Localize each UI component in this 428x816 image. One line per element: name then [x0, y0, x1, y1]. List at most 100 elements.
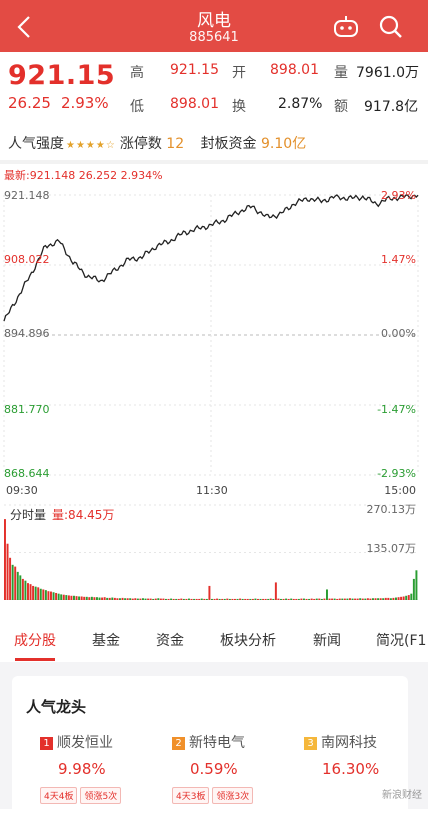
y-left-tick-1: 908.022 — [4, 253, 50, 266]
tab-news[interactable]: 新闻 — [313, 633, 341, 649]
low-label: 低 — [130, 99, 144, 115]
volume-bar — [65, 595, 68, 600]
volume-title: 分时量 — [10, 508, 47, 522]
volume-bar — [32, 585, 35, 600]
watermark: 新浪财经 — [382, 790, 422, 801]
high-label: 高 — [130, 65, 144, 81]
volume-bar — [300, 598, 303, 600]
volume-bar — [185, 598, 188, 600]
volume-bar — [70, 595, 73, 600]
rank-badge: 1 — [40, 737, 53, 750]
price-line — [3, 194, 419, 322]
volume-bar — [57, 593, 60, 600]
volume-bar — [55, 592, 58, 600]
volume-bar — [407, 595, 410, 600]
volume-bar — [47, 591, 50, 600]
volume-bar — [402, 596, 405, 600]
volume-bar — [213, 598, 216, 600]
volume-bar — [310, 598, 313, 600]
leader-item[interactable]: 1 顺发恒业 9.98% 4天4板 领涨5次 — [40, 732, 172, 804]
back-arrow-icon[interactable] — [10, 12, 40, 42]
volume-bar — [21, 578, 24, 600]
volume-bar — [259, 598, 262, 600]
divider — [0, 160, 428, 164]
volume-bar — [244, 598, 247, 600]
volume-bar — [93, 597, 96, 600]
volume-bar — [198, 598, 201, 600]
volume-bar — [131, 598, 134, 600]
volume-bar — [108, 597, 111, 600]
volume-bar — [60, 594, 63, 600]
volume-bar — [269, 598, 272, 600]
intraday-chart[interactable] — [0, 160, 428, 600]
leader-item[interactable]: 2 新特电气 0.59% 4天3板 领涨3次 — [172, 732, 304, 804]
tab-sector-analysis[interactable]: 板块分析 — [220, 633, 276, 649]
seal-funds-value: 9.10亿 — [261, 136, 307, 152]
y-left-tick-3: 881.770 — [4, 403, 50, 416]
rank-badge: 2 — [172, 737, 185, 750]
leaders-title: 人气龙头 — [26, 698, 87, 716]
top-bar: 风电 885641 — [0, 0, 428, 52]
leaders-card: 人气龙头 1 顺发恒业 9.98% 4天4板 领涨5次 2 新特电气 0.59% 4天… — [12, 676, 408, 816]
volume-bar — [24, 580, 27, 600]
volume-bar — [228, 598, 231, 600]
volume-bar — [234, 598, 236, 600]
rank-badge: 3 — [304, 737, 317, 750]
volume-bar — [257, 598, 259, 600]
volume-bar — [218, 598, 221, 600]
volume-bar — [172, 598, 175, 600]
volume-bar — [180, 598, 183, 600]
volume-bar — [338, 598, 341, 600]
tab-capital[interactable]: 资金 — [156, 633, 184, 649]
change-value: 26.25 — [8, 94, 51, 112]
volume-bar — [285, 598, 288, 600]
volume-bar — [98, 597, 101, 600]
popularity-label: 人气强度 — [8, 136, 64, 152]
volume-bar — [182, 598, 185, 600]
volume-bar — [282, 598, 285, 600]
volume-bar — [208, 585, 211, 600]
volume-bar — [165, 598, 167, 600]
volume-bar — [392, 597, 395, 600]
volume-bar — [366, 598, 369, 600]
leader-item[interactable]: 3 南网科技 16.30% — [304, 732, 428, 778]
tag: 领涨3次 — [212, 787, 254, 804]
robot-assistant-icon[interactable] — [332, 15, 360, 39]
volume-bar — [264, 598, 267, 600]
volume-bar — [379, 598, 382, 600]
volume-bar — [274, 582, 277, 600]
volume-bar — [144, 598, 147, 600]
volume-bar — [361, 598, 364, 600]
stock-name: 新特电气 — [189, 735, 245, 751]
volume-bar — [147, 598, 150, 600]
volume-bar — [90, 596, 93, 600]
stock-change: 16.30% — [322, 760, 380, 778]
volume-bar — [251, 598, 254, 600]
volume-bar — [42, 589, 45, 600]
y-right-tick-3: -1.47% — [377, 403, 416, 416]
volume-bar — [369, 598, 372, 600]
volume-bar — [400, 596, 403, 600]
search-icon[interactable] — [378, 14, 404, 40]
volume-bar — [111, 597, 114, 600]
volume-bar — [254, 598, 257, 600]
active-tab-indicator — [15, 658, 55, 661]
seal-funds-label: 封板资金 — [200, 136, 257, 152]
volume-bar — [313, 598, 316, 600]
volume-bar — [175, 598, 178, 600]
volume-bar — [134, 598, 137, 600]
volume-bar — [4, 519, 6, 600]
amount-label: 额 — [334, 99, 348, 115]
volume-readout: 量:84.45万 — [52, 508, 115, 522]
volume-bar — [96, 597, 98, 600]
tab-funds[interactable]: 基金 — [92, 633, 120, 649]
volume-bar — [320, 598, 323, 600]
volume-bar — [226, 598, 229, 600]
volume-bar — [415, 570, 418, 600]
volume-bar — [346, 598, 349, 600]
vol-tick-max: 270.13万 — [366, 503, 417, 516]
volume-bar — [170, 598, 173, 600]
tab-profile[interactable]: 简况(F1 — [376, 633, 427, 649]
volume-bar — [315, 598, 318, 600]
tab-constituents[interactable]: 成分股 — [14, 633, 56, 649]
